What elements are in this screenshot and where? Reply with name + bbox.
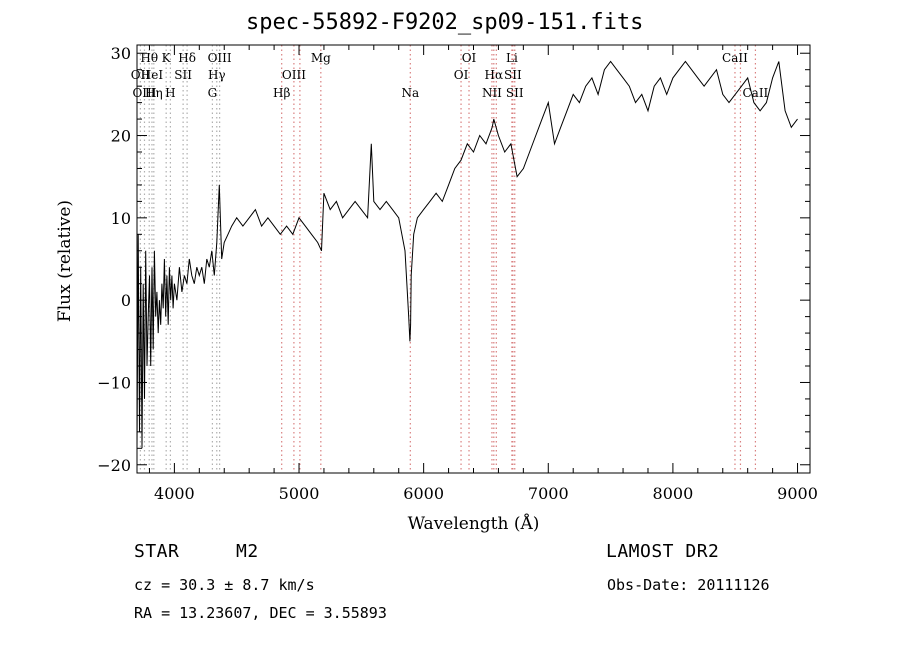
line-label-15: Mg	[311, 51, 331, 65]
chart-title: spec-55892-F9202_sp09-151.fits	[246, 10, 644, 35]
y-tick-label-1: −10	[97, 373, 131, 392]
line-label-13: OIII	[282, 68, 306, 82]
line-label-19: NII	[482, 86, 502, 100]
coordinates-label: RA = 13.23607, DEC = 3.55893	[134, 604, 387, 622]
spectrum-line	[136, 60, 798, 449]
x-axis-label: Wavelength (Å)	[408, 513, 540, 534]
line-label-1: OII	[131, 68, 151, 82]
x-tick-label-5: 9000	[777, 484, 818, 503]
line-label-18: OI	[462, 51, 477, 65]
line-label-16: Na	[401, 86, 419, 100]
line-label-17: OI	[454, 68, 469, 82]
object-class: STAR	[134, 541, 180, 562]
survey-name: LAMOST DR2	[606, 541, 720, 562]
y-tick-label-5: 30	[111, 44, 131, 63]
line-label-25: CaII	[722, 51, 748, 65]
line-label-10: Hγ	[208, 68, 226, 82]
redshift-label: cz = 30.3 ± 8.7 km/s	[134, 576, 315, 594]
line-label-3: HeI	[141, 68, 164, 82]
line-label-0: Hθ	[140, 51, 158, 65]
line-label-22: Li	[506, 51, 518, 65]
line-label-8: Hδ	[178, 51, 196, 65]
line-label-6: H	[165, 86, 175, 100]
line-label-7: SII	[174, 68, 192, 82]
line-label-2: OIII	[132, 86, 156, 100]
line-label-20: Hα	[485, 68, 504, 82]
y-tick-label-4: 20	[111, 127, 131, 146]
line-label-11: G	[208, 86, 218, 100]
line-label-24: SII	[506, 86, 524, 100]
object-subclass: M2	[236, 541, 259, 562]
line-label-12: Hβ	[273, 86, 290, 100]
y-axis-label: Flux (relative)	[55, 200, 75, 322]
obs-date-label: Obs-Date: 20111126	[607, 576, 770, 594]
plot-frame	[136, 44, 811, 474]
line-label-5: K	[162, 51, 172, 65]
y-tick-label-0: −20	[97, 456, 131, 475]
line-label-23: SII	[504, 68, 522, 82]
x-tick-label-2: 6000	[403, 484, 444, 503]
line-label-27: CaII	[742, 86, 768, 100]
line-label-9: OIII	[208, 51, 232, 65]
x-tick-label-3: 7000	[528, 484, 569, 503]
line-label-4: Hη	[145, 86, 163, 100]
x-tick-label-0: 4000	[154, 484, 195, 503]
y-tick-label-2: 0	[121, 291, 131, 310]
x-tick-label-4: 8000	[653, 484, 694, 503]
y-tick-label-3: 10	[111, 209, 131, 228]
x-tick-label-1: 5000	[279, 484, 320, 503]
